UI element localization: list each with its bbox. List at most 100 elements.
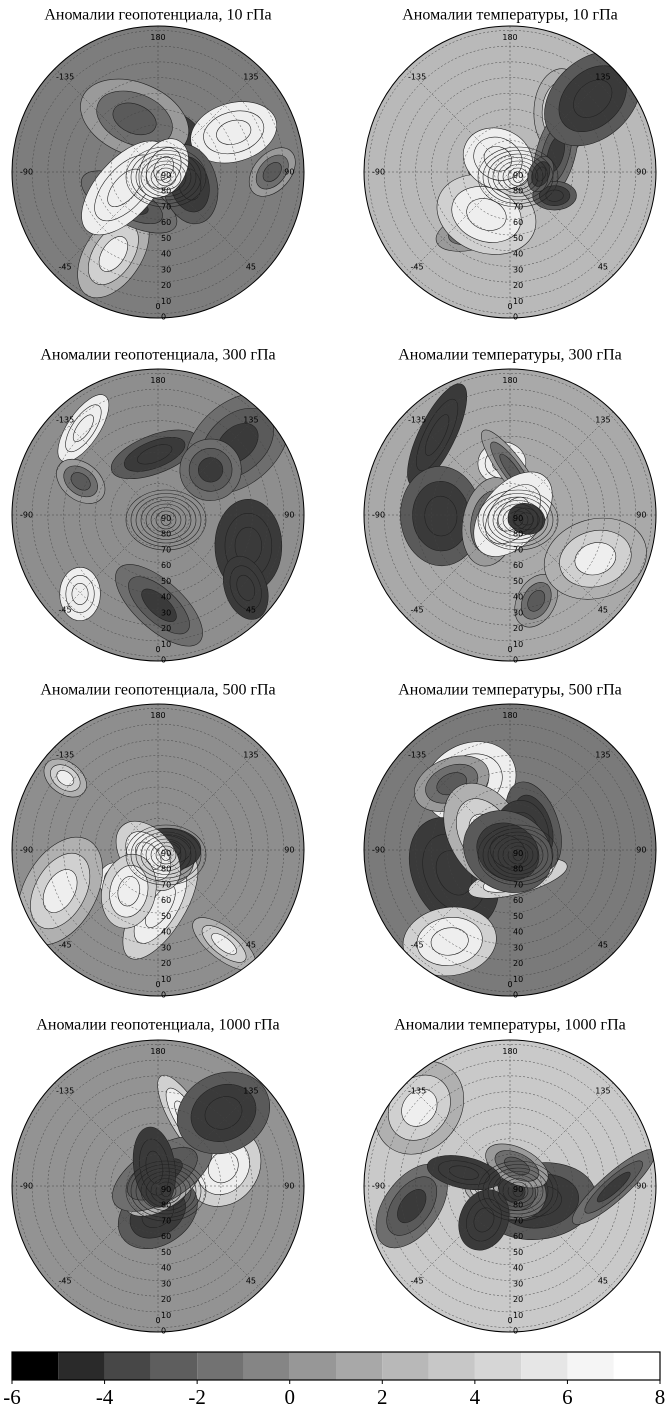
longitude-label: -90	[372, 168, 385, 177]
latitude-label: 0	[513, 313, 518, 322]
panel-title: Аномалии температуры, 500 гПа	[398, 682, 622, 699]
longitude-label: 45	[246, 940, 256, 949]
latitude-label: 10	[513, 975, 523, 984]
latitude-label: 80	[513, 865, 523, 874]
latitude-label: 60	[513, 218, 523, 227]
longitude-label: 45	[598, 940, 608, 949]
longitude-label: -45	[411, 1276, 424, 1285]
latitude-label: 40	[513, 250, 523, 259]
colorbar-box	[429, 1352, 475, 1380]
polar-map: 9080706050403020100180-135135-9090-45450	[12, 1040, 304, 1336]
latitude-label: 70	[161, 1216, 171, 1225]
panel-title: Аномалии температуры, 300 гПа	[398, 347, 622, 364]
colorbar-box	[382, 1352, 428, 1380]
longitude-label: 180	[502, 33, 517, 42]
latitude-label: 20	[513, 281, 523, 290]
latitude-label: 50	[161, 1248, 171, 1257]
panel-title: Аномалии геопотенциала, 10 гПа	[44, 7, 271, 24]
longitude-label: 135	[595, 751, 610, 760]
colorbar-box	[475, 1352, 521, 1380]
latitude-label: 60	[513, 561, 523, 570]
colorbar-box	[567, 1352, 613, 1380]
colorbar-box	[336, 1352, 382, 1380]
latitude-label: 30	[513, 1279, 523, 1288]
polar-map: 9080706050403020100180-135135-9090-45450	[357, 1040, 663, 1336]
colorbar-box	[290, 1352, 336, 1380]
latitude-label: 40	[513, 928, 523, 937]
polar-map: 9080706050403020100180-135135-9090-45450	[364, 26, 660, 322]
longitude-label: 45	[598, 605, 608, 614]
latitude-label: 30	[161, 608, 171, 617]
latitude-label: 20	[513, 624, 523, 633]
latitude-label: 60	[161, 1232, 171, 1241]
latitude-label: 80	[161, 187, 171, 196]
longitude-label: 180	[150, 376, 165, 385]
latitude-label: 70	[513, 880, 523, 889]
longitude-label: 135	[243, 751, 258, 760]
latitude-label: 0	[161, 1327, 166, 1336]
longitude-label: 180	[502, 1047, 517, 1056]
longitude-label: -45	[59, 262, 72, 271]
latitude-label: 60	[161, 896, 171, 905]
latitude-label: 80	[513, 1201, 523, 1210]
colorbar-box	[243, 1352, 289, 1380]
colorbar-box	[58, 1352, 104, 1380]
latitude-label: 30	[513, 608, 523, 617]
panel-title: Аномалии геопотенциала, 1000 гПа	[36, 1017, 279, 1034]
latitude-label: 90	[161, 849, 171, 858]
latitude-label: 50	[161, 234, 171, 243]
latitude-label: 70	[513, 1216, 523, 1225]
latitude-label: 90	[161, 171, 171, 180]
longitude-label: -45	[411, 262, 424, 271]
latitude-label: 70	[161, 202, 171, 211]
latitude-label: 80	[161, 1201, 171, 1210]
latitude-label: 80	[161, 530, 171, 539]
latitude-label: 90	[161, 1185, 171, 1194]
colorbar-tick-label: -6	[3, 1385, 21, 1409]
latitude-label: 90	[513, 1185, 523, 1194]
colorbar-tick-label: -4	[96, 1385, 114, 1409]
latitude-label: 50	[513, 234, 523, 243]
colorbar-tick-label: -2	[188, 1385, 206, 1409]
polar-map: 9080706050403020100180-135135-9090-45450	[364, 369, 656, 665]
latitude-label: 20	[161, 281, 171, 290]
latitude-label: 0	[513, 656, 518, 665]
anomaly-contour	[72, 583, 88, 604]
latitude-label: 70	[513, 202, 523, 211]
colorbar-box	[151, 1352, 197, 1380]
longitude-label: 90	[636, 846, 646, 855]
colorbar-box	[197, 1352, 243, 1380]
latitude-label: 20	[161, 624, 171, 633]
latitude-label: 90	[513, 171, 523, 180]
longitude-label: -90	[20, 846, 33, 855]
latitude-label: 40	[161, 593, 171, 602]
latitude-label: 60	[513, 896, 523, 905]
longitude-label: 90	[636, 168, 646, 177]
latitude-label: 40	[161, 1264, 171, 1273]
latitude-label: 0	[513, 991, 518, 1000]
longitude-label: 180	[150, 1047, 165, 1056]
longitude-label: -45	[59, 605, 72, 614]
latitude-label: 20	[513, 959, 523, 968]
latitude-label: 70	[161, 880, 171, 889]
longitude-label: -90	[372, 846, 385, 855]
longitude-label: 0	[155, 980, 160, 989]
colorbar-box	[614, 1352, 660, 1380]
longitude-label: -135	[56, 751, 74, 760]
latitude-label: 10	[161, 1311, 171, 1320]
longitude-label: 90	[284, 168, 294, 177]
longitude-label: 0	[155, 302, 160, 311]
longitude-label: -90	[20, 168, 33, 177]
latitude-label: 20	[161, 959, 171, 968]
latitude-label: 90	[513, 514, 523, 523]
panel-title: Аномалии геопотенциала, 500 гПа	[40, 682, 275, 699]
colorbar-tick-label: 0	[284, 1385, 295, 1409]
latitude-label: 10	[513, 640, 523, 649]
colorbar-tick-label: 6	[562, 1385, 573, 1409]
longitude-label: 180	[502, 376, 517, 385]
latitude-label: 90	[161, 514, 171, 523]
longitude-label: 135	[595, 73, 610, 82]
longitude-label: -45	[59, 1276, 72, 1285]
longitude-label: 0	[155, 645, 160, 654]
